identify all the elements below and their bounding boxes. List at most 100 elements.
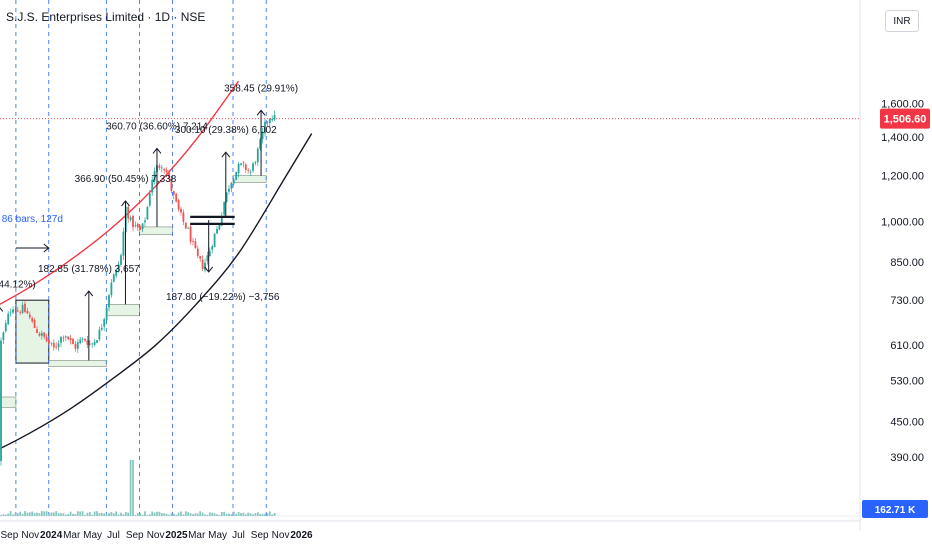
measure-annotations: 216.50 (44.12%)182.85 (31.78%) 3,657 366.… bbox=[0, 83, 298, 361]
time-tick-label: Nov bbox=[272, 530, 290, 541]
candle-up bbox=[50, 342, 53, 344]
candle-up bbox=[259, 139, 262, 149]
volume-bar bbox=[129, 460, 132, 516]
volume-bar bbox=[220, 512, 223, 516]
candle-up bbox=[249, 171, 252, 173]
candle-up bbox=[204, 262, 206, 271]
candle-up bbox=[60, 336, 62, 343]
candle-up bbox=[134, 224, 137, 226]
volume-bar bbox=[4, 514, 7, 516]
volume-bar bbox=[264, 513, 266, 516]
volume-bar bbox=[271, 514, 274, 516]
measure-label: 366.90 (50.45%) 7,338 bbox=[75, 174, 177, 185]
candle-up bbox=[141, 223, 144, 230]
measure-arrow-up bbox=[152, 147, 162, 154]
candle-up bbox=[225, 192, 228, 203]
candle-down bbox=[132, 215, 134, 228]
volume-bar bbox=[21, 513, 24, 516]
currency-button[interactable]: INR bbox=[885, 10, 919, 32]
channel-lower-line bbox=[0, 133, 313, 450]
volume-bar bbox=[110, 511, 113, 516]
candle-down bbox=[88, 343, 91, 345]
time-tick-label: 2026 bbox=[290, 530, 313, 541]
price-tick-label: 1,600.00 bbox=[881, 99, 924, 111]
measure-arrow-up bbox=[84, 290, 94, 297]
volume-bar bbox=[31, 511, 34, 516]
candle-up bbox=[256, 148, 259, 163]
volume-bar bbox=[158, 511, 161, 516]
candle-down bbox=[33, 319, 36, 329]
candle-down bbox=[74, 344, 77, 349]
volume-bar bbox=[165, 513, 168, 516]
volume-bar bbox=[48, 513, 50, 516]
candle-up bbox=[108, 295, 110, 308]
volume-bar bbox=[136, 513, 139, 516]
chart-title: S.J.S. Enterprises Limited · 1D · NSE bbox=[6, 10, 206, 24]
time-tick-label: Mar bbox=[63, 530, 81, 541]
candle-up bbox=[213, 233, 216, 247]
candle-up bbox=[261, 132, 264, 140]
candle-up bbox=[122, 231, 125, 256]
volume-bar bbox=[96, 511, 98, 516]
zone-rect bbox=[139, 226, 173, 236]
candle-down bbox=[199, 256, 202, 259]
volume-bar bbox=[204, 514, 206, 516]
measure-label: 182.85 (31.78%) 3,657 bbox=[38, 264, 140, 275]
measure-arrow-up bbox=[256, 109, 266, 116]
volume-bar bbox=[91, 514, 94, 516]
time-tick-label: Sep bbox=[1, 530, 19, 541]
volume-bar bbox=[52, 512, 55, 516]
time-axis[interactable]: MayJulSepNov2024MarMayJulSepNov2025MarMa… bbox=[0, 520, 860, 541]
time-tick-label: Sep bbox=[126, 530, 144, 541]
price-axis[interactable]: 1,600.00 1,400.00 1,200.00 1,000.00 850.00 73… bbox=[859, 0, 930, 530]
volume-bar bbox=[261, 513, 264, 516]
volume-bar bbox=[199, 511, 202, 516]
volume-bar bbox=[273, 512, 276, 516]
volume-bar bbox=[266, 513, 269, 516]
candle-up bbox=[220, 215, 223, 226]
volume-bar bbox=[216, 514, 218, 516]
candle-up bbox=[98, 329, 101, 340]
measure-label: 187.80 (−19.22%) −3,756 bbox=[166, 292, 280, 303]
volume-bar bbox=[189, 513, 192, 516]
price-tick-label: 530.00 bbox=[890, 375, 924, 387]
volume-bar bbox=[43, 511, 46, 516]
candle-up bbox=[7, 313, 10, 325]
candle-up bbox=[151, 179, 154, 193]
candle-up bbox=[57, 343, 60, 348]
measure-label: 300.10 (29.38%) 6,002 bbox=[175, 125, 277, 136]
candle-up bbox=[12, 309, 14, 313]
volume-bar bbox=[100, 512, 103, 516]
volume-bar bbox=[24, 511, 26, 516]
volume-bar bbox=[240, 513, 242, 516]
volume-bar bbox=[57, 513, 60, 516]
price-tick-label: 1,400.00 bbox=[881, 132, 924, 144]
volume-bar bbox=[184, 511, 187, 516]
volume-bar bbox=[69, 511, 72, 516]
candle-up bbox=[120, 255, 122, 265]
volume-bar bbox=[103, 513, 106, 516]
volume-bar bbox=[28, 512, 31, 516]
volume-bar bbox=[175, 514, 178, 516]
candle-up bbox=[91, 343, 94, 345]
candle-up bbox=[112, 274, 115, 282]
time-tick-label: Jul bbox=[232, 530, 245, 541]
volume-bar bbox=[64, 514, 67, 516]
volume-bar bbox=[249, 513, 252, 516]
volume-bar bbox=[268, 511, 271, 516]
volume-bar bbox=[177, 512, 180, 516]
volume-bar bbox=[14, 512, 17, 516]
measure-arrow-up bbox=[0, 307, 4, 312]
candle-up bbox=[160, 167, 163, 169]
candle-up bbox=[144, 220, 146, 223]
volume-bar bbox=[153, 512, 156, 516]
candle-down bbox=[43, 332, 46, 337]
volume-bar bbox=[237, 511, 240, 516]
volume-bar bbox=[124, 511, 127, 516]
candle-up bbox=[105, 308, 108, 320]
volume-bar bbox=[134, 514, 137, 516]
volume-bar bbox=[36, 512, 38, 516]
volume-bar bbox=[33, 512, 36, 516]
candle-down bbox=[192, 240, 194, 242]
